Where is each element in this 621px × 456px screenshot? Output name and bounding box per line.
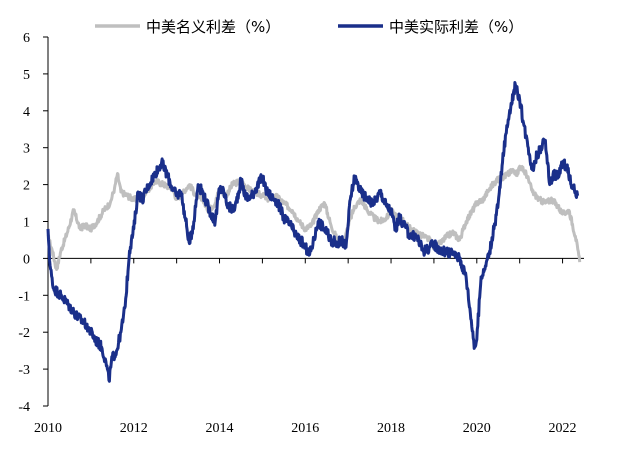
legend-label-real: 中美实际利差（%） xyxy=(389,18,523,36)
y-tick-label: 4 xyxy=(23,105,30,120)
x-tick-label: 2020 xyxy=(463,421,491,436)
y-tick-label: -3 xyxy=(18,363,30,378)
y-tick-label: 6 xyxy=(23,31,30,46)
x-tick-label: 2022 xyxy=(549,421,577,436)
series-layer xyxy=(46,81,582,383)
y-tick-label: -1 xyxy=(18,289,30,304)
y-tick-label: 2 xyxy=(23,179,30,194)
y-tick-label: 0 xyxy=(23,252,30,267)
series-line-real xyxy=(46,81,580,383)
y-tick-label: 5 xyxy=(23,68,30,83)
x-tick-label: 2014 xyxy=(206,421,234,436)
x-tick-label: 2012 xyxy=(120,421,148,436)
y-tick-label: -4 xyxy=(18,400,30,415)
y-tick-label: -2 xyxy=(18,326,30,341)
y-tick-label: 3 xyxy=(23,142,30,157)
legend: 中美名义利差（%） 中美实际利差（%） xyxy=(95,18,523,36)
x-tick-label: 2010 xyxy=(34,421,62,436)
axes: 6 5 4 3 2 1 0 -1 -2 -3 -4 2010 2012 2014 2016 2018 2020 2… xyxy=(18,31,584,436)
legend-label-nominal: 中美名义利差（%） xyxy=(146,18,280,36)
x-tick-label: 2016 xyxy=(291,421,319,436)
x-tick-label: 2018 xyxy=(377,421,405,436)
y-tick-label: 1 xyxy=(23,216,30,231)
